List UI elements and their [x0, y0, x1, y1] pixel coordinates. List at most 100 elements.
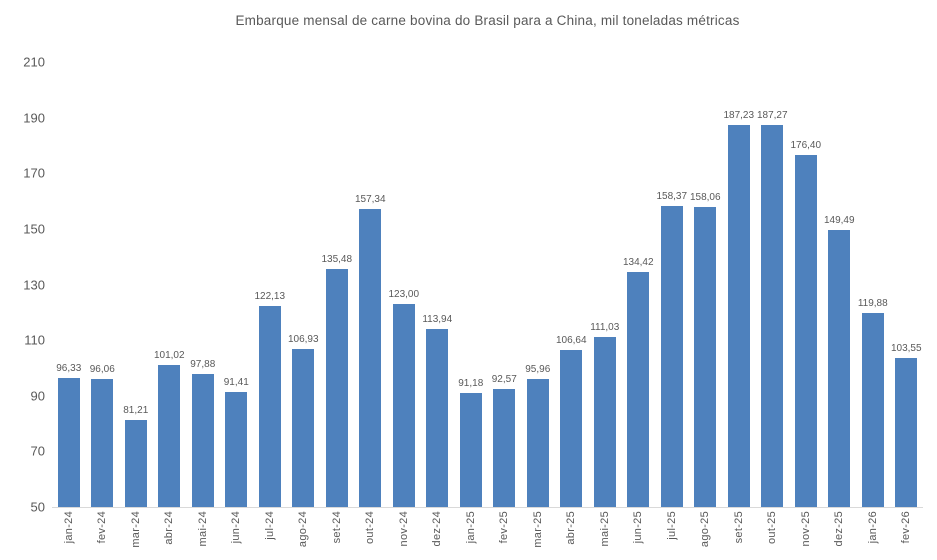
x-label-slot: nov-25: [789, 511, 823, 560]
bar-slot: 101,02: [153, 62, 187, 507]
x-label-slot: set-24: [320, 511, 354, 560]
bar-value-label: 176,40: [790, 140, 822, 152]
bar-slot: 158,37: [655, 62, 689, 507]
x-label-slot: jul-24: [253, 511, 287, 560]
bar: [660, 205, 683, 507]
bar-value-label: 158,37: [656, 190, 688, 202]
bar-slot: 106,64: [555, 62, 589, 507]
bar-value-label: 92,57: [491, 373, 517, 385]
x-label-slot: jan-24: [52, 511, 86, 560]
bar-slot: 96,33: [52, 62, 86, 507]
x-label-slot: dez-24: [421, 511, 455, 560]
bar-slot: 92,57: [488, 62, 522, 507]
bar: [325, 269, 348, 507]
x-axis-label: ago-25: [699, 511, 712, 548]
bar-value-label: 135,48: [321, 254, 353, 266]
bar: [258, 306, 281, 507]
bar: [761, 125, 784, 507]
bar-slot: 96,06: [86, 62, 120, 507]
y-axis-tick-label: 90: [30, 388, 45, 404]
x-label-slot: ago-24: [287, 511, 321, 560]
bar-slot: 122,13: [253, 62, 287, 507]
bar-value-label: 96,06: [89, 363, 115, 375]
bar-slot: 91,18: [454, 62, 488, 507]
x-label-slot: jan-25: [454, 511, 488, 560]
x-axis-label: mar-24: [129, 511, 142, 548]
x-label-slot: out-24: [354, 511, 388, 560]
bar: [895, 358, 918, 507]
x-label-slot: out-25: [756, 511, 790, 560]
bar: [191, 373, 214, 507]
x-label-slot: abr-25: [555, 511, 589, 560]
x-axis-label: mar-25: [531, 511, 544, 548]
x-label-slot: mar-25: [521, 511, 555, 560]
x-label-slot: ago-25: [689, 511, 723, 560]
x-label-slot: fev-24: [86, 511, 120, 560]
bar-slot: 95,96: [521, 62, 555, 507]
bar: [459, 392, 482, 507]
x-label-slot: fev-25: [488, 511, 522, 560]
bar: [560, 349, 583, 507]
bar-slot: 123,00: [387, 62, 421, 507]
bar: [593, 337, 616, 507]
x-axis-label: abr-24: [163, 511, 176, 545]
x-label-slot: jun-25: [622, 511, 656, 560]
bar-slot: 103,55: [890, 62, 924, 507]
x-axis-label: fev-26: [900, 511, 913, 544]
bar: [225, 391, 248, 507]
bar: [158, 365, 181, 507]
bar-value-label: 95,96: [525, 364, 551, 376]
bar: [727, 125, 750, 507]
x-axis-label: set-24: [330, 511, 343, 544]
bar: [57, 378, 80, 507]
x-axis-label: jul-25: [665, 511, 678, 540]
bar-value-label: 91,18: [458, 377, 484, 389]
bar-slot: 97,88: [186, 62, 220, 507]
bar-slot: 187,27: [756, 62, 790, 507]
bar: [91, 378, 114, 507]
bar-slot: 106,93: [287, 62, 321, 507]
x-axis-label: ago-24: [297, 511, 310, 548]
x-axis-label: fev-24: [96, 511, 109, 544]
x-axis-label: dez-24: [431, 511, 444, 547]
bar-value-label: 157,34: [354, 193, 386, 205]
y-axis-tick-label: 130: [23, 277, 45, 292]
bar-value-label: 119,88: [857, 297, 888, 309]
x-axis-label: jan-26: [866, 511, 879, 544]
bar-value-label: 149,49: [823, 215, 855, 227]
x-label-slot: set-25: [722, 511, 756, 560]
bar-value-label: 103,55: [890, 343, 922, 355]
x-axis-label: jan-25: [464, 511, 477, 544]
bar: [694, 206, 717, 507]
x-label-slot: fev-26: [890, 511, 924, 560]
x-label-slot: dez-25: [823, 511, 857, 560]
bar-value-label: 106,64: [555, 334, 587, 346]
bar-value-label: 91,41: [223, 376, 249, 388]
bar-slot: 149,49: [823, 62, 857, 507]
bar: [526, 379, 549, 507]
bar: [359, 208, 382, 507]
bar-slot: 119,88: [856, 62, 890, 507]
bar-value-label: 158,06: [689, 191, 721, 203]
x-axis-label: abr-25: [565, 511, 578, 545]
x-axis-label: jun-24: [230, 511, 243, 544]
y-axis-tick-label: 110: [24, 332, 45, 348]
x-axis-label: jan-24: [62, 511, 75, 544]
bar: [292, 348, 315, 507]
y-axis-tick-label: 170: [23, 165, 45, 181]
plot-area: 96,33 96,06 81,21 101,02 97,88 91,41 122,13 106…: [52, 62, 923, 508]
chart-title: Embarque mensal de carne bovina do Brasi…: [235, 13, 740, 28]
bar-value-label: 134,42: [622, 257, 654, 269]
bar-value-label: 106,93: [287, 333, 319, 345]
x-label-slot: abr-24: [153, 511, 187, 560]
bar-value-label: 123,00: [388, 289, 420, 300]
x-label-slot: mai-25: [588, 511, 622, 560]
x-label-slot: jun-24: [220, 511, 254, 560]
bar-slot: 113,94: [421, 62, 455, 507]
bar-slot: 176,40: [789, 62, 823, 507]
y-axis-tick-label: 70: [30, 443, 45, 459]
bar: [627, 272, 650, 507]
bar: [124, 420, 147, 507]
bar-value-label: 113,94: [422, 314, 453, 326]
bar-value-label: 122,13: [254, 291, 286, 303]
